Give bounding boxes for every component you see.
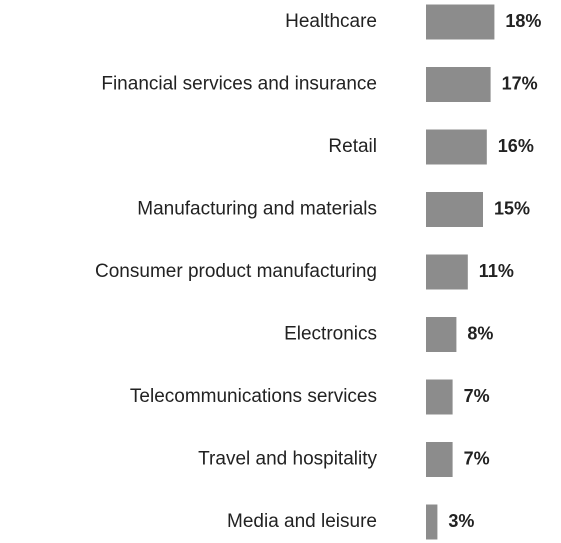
category-label: Retail [328, 136, 377, 157]
bar [426, 67, 491, 102]
bar [426, 442, 453, 477]
value-label: 15% [494, 198, 530, 218]
category-label: Telecommunications services [130, 386, 377, 407]
category-label: Electronics [284, 324, 377, 345]
bar [426, 129, 487, 165]
value-label: 16% [498, 136, 534, 156]
bar [426, 254, 468, 290]
bar [426, 504, 438, 540]
value-label: 7% [464, 386, 490, 406]
category-label: Financial services and insurance [101, 74, 377, 95]
value-label: 3% [448, 511, 474, 531]
bar [426, 4, 495, 40]
category-label: Travel and hospitality [198, 449, 377, 470]
bar [426, 317, 457, 352]
category-label: Manufacturing and materials [137, 199, 377, 220]
value-label: 7% [464, 448, 490, 468]
value-label: 8% [467, 323, 493, 343]
category-label: Media and leisure [227, 511, 377, 532]
bar [426, 379, 453, 415]
value-label: 17% [502, 73, 538, 93]
bar [426, 192, 483, 227]
category-label: Healthcare [285, 11, 377, 32]
value-label: 18% [505, 11, 541, 31]
value-label: 11% [479, 261, 514, 281]
bars-group: Healthcare 18% Financial services and insu… [95, 4, 541, 540]
category-label: Consumer product manufacturing [95, 261, 377, 282]
